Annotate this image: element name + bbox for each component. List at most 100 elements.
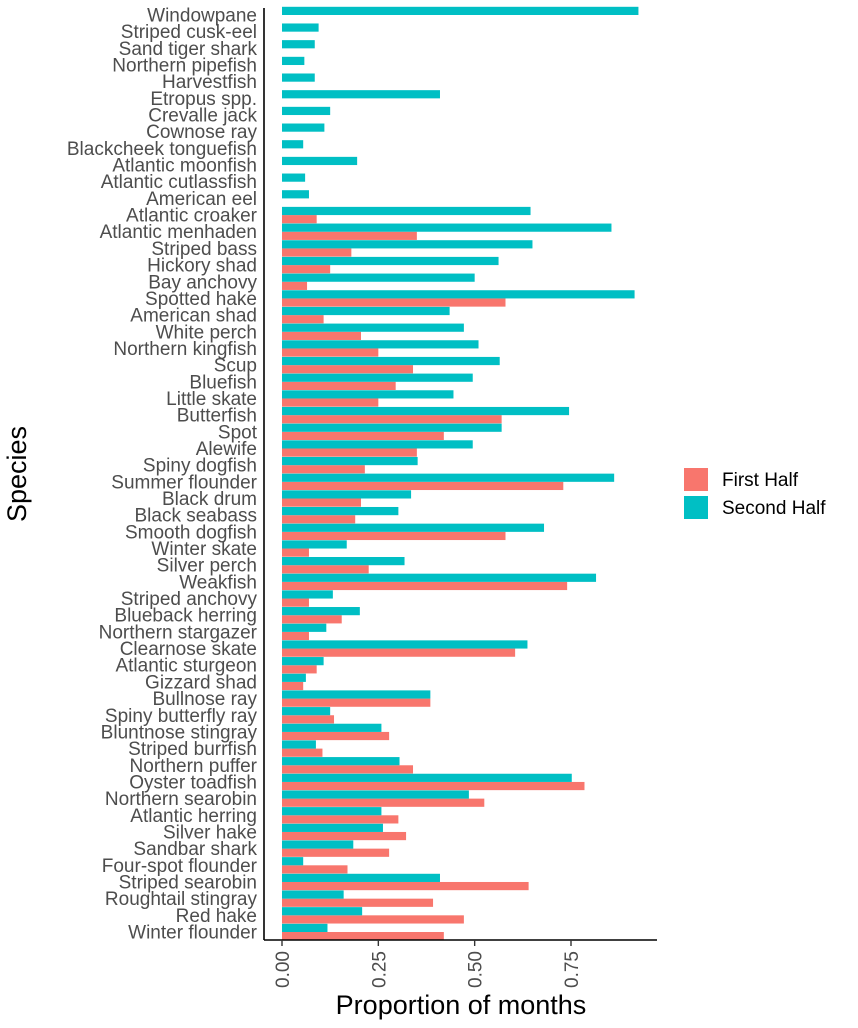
category-label: Striped bass — [151, 239, 257, 260]
bar-second-half — [282, 607, 360, 616]
category-label: Atlantic menhaden — [100, 222, 257, 243]
bar-second-half — [282, 240, 533, 249]
category-label: Oyster toadfish — [129, 772, 257, 793]
bar-second-half — [282, 140, 304, 149]
bar-second-half — [282, 857, 304, 866]
bar-first-half — [282, 581, 568, 591]
category-label: Spot — [218, 422, 258, 443]
bar-first-half — [282, 548, 309, 557]
bar-second-half — [282, 673, 306, 682]
category-label: Smooth dogfish — [125, 522, 257, 543]
category-label: Butterfish — [177, 406, 257, 427]
x-axis-title: Proportion of months — [336, 990, 587, 1020]
category-label: Blackcheek tonguefish — [67, 139, 257, 160]
category-label: Roughtail stingray — [105, 889, 258, 910]
category-label: Northern kingfish — [113, 339, 257, 360]
bar-first-half — [282, 831, 407, 841]
category-label: Black drum — [162, 489, 257, 510]
category-label: Clearnose skate — [120, 639, 257, 660]
bar-second-half — [282, 540, 347, 549]
bar-first-half — [282, 815, 399, 824]
bar-second-half — [282, 490, 412, 499]
category-label: Bluntnose stingray — [101, 722, 258, 743]
legend-key-second-half — [684, 496, 708, 519]
category-label: Spiny butterfly ray — [105, 706, 258, 727]
bar-first-half — [282, 248, 352, 257]
bar-second-half — [282, 23, 319, 32]
bar-first-half — [282, 515, 356, 524]
category-label: Striped searobin — [119, 872, 257, 893]
category-label: Northern pipefish — [112, 56, 257, 77]
bar-second-half — [282, 640, 528, 649]
bar-second-half — [282, 390, 454, 399]
bar-second-half — [282, 223, 612, 232]
category-label: Crevalle jack — [148, 106, 257, 127]
category-label: Atlantic croaker — [126, 206, 258, 227]
category-label: Spotted hake — [145, 289, 257, 310]
bar-second-half — [282, 573, 597, 582]
category-label: Striped cusk-eel — [121, 22, 257, 43]
bar-first-half — [282, 781, 585, 791]
legend-label-second-half: Second Half — [722, 498, 826, 519]
category-label: Gizzard shad — [145, 672, 257, 693]
bar-second-half — [282, 873, 440, 882]
bar-first-half — [282, 681, 304, 691]
category-label: Etropus spp. — [150, 89, 257, 110]
bar-second-half — [282, 907, 363, 916]
bar-first-half — [282, 665, 317, 674]
category-label: Bullnose ray — [152, 689, 257, 710]
bar-first-half — [282, 331, 361, 340]
bar-first-half — [282, 348, 379, 357]
bar-second-half — [282, 773, 572, 782]
category-label: Cownose ray — [146, 122, 257, 143]
category-label: Sand tiger shark — [119, 39, 258, 60]
bar-second-half — [282, 273, 475, 282]
bar-first-half — [282, 631, 309, 641]
bar-first-half — [282, 498, 361, 507]
category-label: American eel — [146, 189, 257, 210]
bar-second-half — [282, 206, 531, 216]
category-label: Winter flounder — [128, 923, 258, 944]
bar-second-half — [282, 723, 382, 732]
category-label: Four-spot flounder — [102, 856, 258, 877]
x-tick-label: 0.25 — [369, 951, 390, 988]
bars-group — [282, 6, 639, 941]
x-ticks: 0.00 0.25 0.50 0.75 — [273, 940, 583, 988]
bar-second-half — [282, 657, 324, 666]
bar-first-half — [282, 898, 434, 907]
category-label: Sandbar shark — [133, 839, 257, 860]
bar-first-half — [282, 398, 379, 407]
bar-first-half — [282, 365, 414, 374]
bar-second-half — [282, 707, 331, 716]
bar-first-half — [282, 748, 323, 757]
bar-second-half — [282, 56, 305, 66]
bar-second-half — [282, 790, 469, 799]
category-label: Atlantic sturgeon — [115, 656, 257, 677]
bar-first-half — [282, 231, 417, 240]
legend: First Half Second Half — [684, 468, 826, 519]
category-label: Bay anchovy — [148, 272, 257, 293]
category-label: Atlantic herring — [130, 806, 257, 827]
bar-first-half — [282, 915, 464, 924]
bar-first-half — [282, 281, 308, 290]
bar-second-half — [282, 306, 450, 316]
bar-first-half — [282, 615, 342, 624]
bar-first-half — [282, 465, 365, 474]
bar-first-half — [282, 932, 444, 941]
category-label: Winter skate — [151, 539, 257, 560]
bar-first-half — [282, 848, 390, 857]
bar-second-half — [282, 90, 440, 99]
bar-second-half — [282, 123, 325, 132]
bar-second-half — [282, 690, 431, 699]
bar-second-half — [282, 523, 545, 532]
bar-second-half — [282, 340, 479, 349]
bar-second-half — [282, 6, 639, 15]
bar-first-half — [282, 265, 331, 274]
legend-label-first-half: First Half — [722, 470, 799, 491]
bar-second-half — [282, 757, 400, 766]
bar-second-half — [282, 73, 315, 82]
bar-second-half — [282, 456, 418, 466]
legend-key-first-half — [684, 468, 708, 491]
category-label: Silver perch — [157, 556, 257, 577]
bar-first-half — [282, 731, 390, 741]
